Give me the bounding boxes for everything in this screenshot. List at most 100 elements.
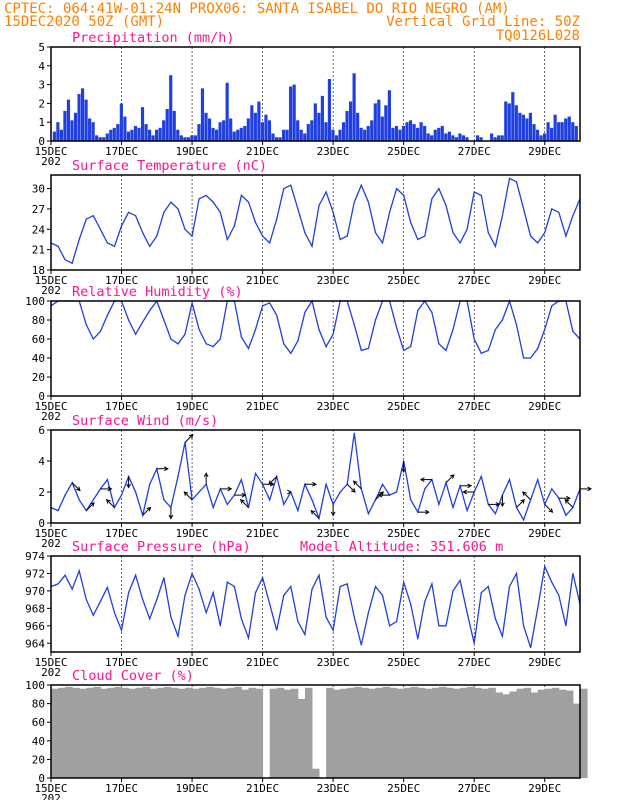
wind-point bbox=[283, 503, 285, 505]
temp-point bbox=[494, 245, 496, 247]
x-tick-label: 29DEC bbox=[528, 782, 561, 795]
precip-bar bbox=[229, 118, 233, 141]
y-tick-label: 27 bbox=[32, 203, 45, 216]
precip-bar bbox=[493, 137, 497, 141]
wind-arrow-head bbox=[75, 486, 81, 492]
cloud-bar bbox=[107, 687, 115, 778]
precip-bar bbox=[528, 112, 533, 141]
precip-bar bbox=[151, 135, 155, 141]
wind-arrow-head bbox=[168, 514, 174, 520]
temp-point bbox=[64, 259, 66, 261]
precip-bar bbox=[359, 127, 363, 141]
precip-bar bbox=[349, 101, 353, 141]
wind-point bbox=[396, 491, 398, 493]
y-tick-label: 3 bbox=[38, 79, 45, 92]
header-line-2-right: Vertical Grid Line: 50Z bbox=[386, 14, 580, 30]
precip-bar bbox=[179, 135, 183, 141]
wind-point bbox=[381, 483, 384, 485]
wind-arrow-head bbox=[330, 511, 336, 517]
temp-point bbox=[487, 232, 489, 234]
rh-point bbox=[332, 333, 334, 335]
precip-bar bbox=[257, 101, 261, 141]
pressure-point bbox=[156, 599, 158, 601]
precip-bar bbox=[532, 124, 536, 141]
pressure-point bbox=[290, 585, 292, 588]
cloud-bar bbox=[572, 703, 581, 778]
y-tick-label: 1 bbox=[38, 116, 45, 129]
temp-point bbox=[304, 232, 306, 234]
wind-arrow-head bbox=[269, 481, 275, 487]
wind-arrow bbox=[106, 499, 115, 508]
cloud-bar bbox=[255, 688, 264, 778]
precip-bar bbox=[306, 124, 310, 141]
y-tick-label: 80 bbox=[32, 314, 45, 327]
cloud-bar bbox=[445, 687, 454, 778]
precip-bar bbox=[144, 124, 148, 141]
panel-title-pressure: Surface Pressure (hPa) bbox=[72, 539, 251, 555]
rh-point bbox=[431, 311, 433, 313]
temp-point bbox=[170, 201, 172, 203]
temp-point bbox=[135, 215, 137, 217]
cloud-bar bbox=[347, 687, 355, 778]
temp-point bbox=[403, 194, 405, 196]
pressure-point bbox=[346, 583, 348, 585]
precip-bar bbox=[338, 129, 342, 141]
precip-bar bbox=[147, 129, 152, 141]
x-tick-label: 27DEC bbox=[458, 274, 491, 287]
temp-point bbox=[198, 198, 200, 200]
wind-point bbox=[120, 494, 123, 496]
cloud-bar bbox=[375, 687, 384, 778]
precip-bar bbox=[317, 112, 321, 141]
precip-bar bbox=[98, 137, 102, 141]
cloud-bar bbox=[340, 688, 348, 778]
precip-bar bbox=[123, 116, 127, 141]
pressure-point bbox=[163, 577, 165, 579]
pressure-point bbox=[417, 638, 419, 640]
precip-bar bbox=[91, 122, 95, 141]
rh-point bbox=[269, 302, 271, 304]
precip-bar bbox=[401, 125, 406, 141]
x-year-label: 202 bbox=[41, 792, 61, 800]
pressure-point bbox=[85, 599, 87, 601]
rh-point bbox=[572, 330, 574, 332]
x-tick-label: 27DEC bbox=[458, 782, 491, 795]
cloud-bar bbox=[354, 686, 362, 778]
pressure-point bbox=[403, 581, 405, 583]
y-tick-label: 6 bbox=[38, 424, 45, 437]
precip-bar bbox=[176, 129, 180, 141]
panel-title-cloud: Cloud Cover (%) bbox=[72, 668, 194, 684]
precip-bar bbox=[334, 135, 339, 141]
wind-point bbox=[565, 514, 567, 516]
precip-bar bbox=[511, 92, 515, 141]
cloud-bar bbox=[558, 689, 567, 778]
wind-arrow bbox=[346, 483, 356, 493]
pressure-point bbox=[339, 585, 341, 588]
rh-point bbox=[445, 349, 447, 351]
cloud-bar bbox=[523, 687, 532, 778]
temp-point bbox=[297, 208, 299, 210]
precip-bar bbox=[299, 129, 303, 141]
temp-point bbox=[311, 245, 313, 247]
precip-bar bbox=[105, 133, 109, 141]
wind-arrow-head bbox=[587, 486, 593, 492]
temp-point bbox=[57, 245, 59, 247]
rh-point bbox=[191, 302, 193, 304]
cloud-bar bbox=[86, 687, 94, 778]
y-tick-label: 60 bbox=[32, 716, 45, 729]
cloud-bar bbox=[114, 686, 123, 778]
temp-point bbox=[438, 187, 440, 190]
wind-point bbox=[163, 499, 165, 501]
precip-bar bbox=[239, 127, 243, 141]
plot-frame bbox=[50, 46, 581, 142]
precip-bar bbox=[408, 120, 413, 141]
pressure-point bbox=[142, 599, 144, 601]
y-tick-label: 966 bbox=[25, 620, 45, 633]
precip-bar bbox=[281, 129, 286, 141]
x-tick-label: 17DEC bbox=[105, 400, 138, 413]
pressure-point bbox=[438, 625, 440, 627]
precip-bar bbox=[539, 135, 543, 141]
precip-bar bbox=[504, 101, 508, 141]
precip-bar bbox=[88, 118, 92, 141]
wind-point bbox=[106, 479, 109, 481]
temp-point bbox=[551, 208, 553, 210]
